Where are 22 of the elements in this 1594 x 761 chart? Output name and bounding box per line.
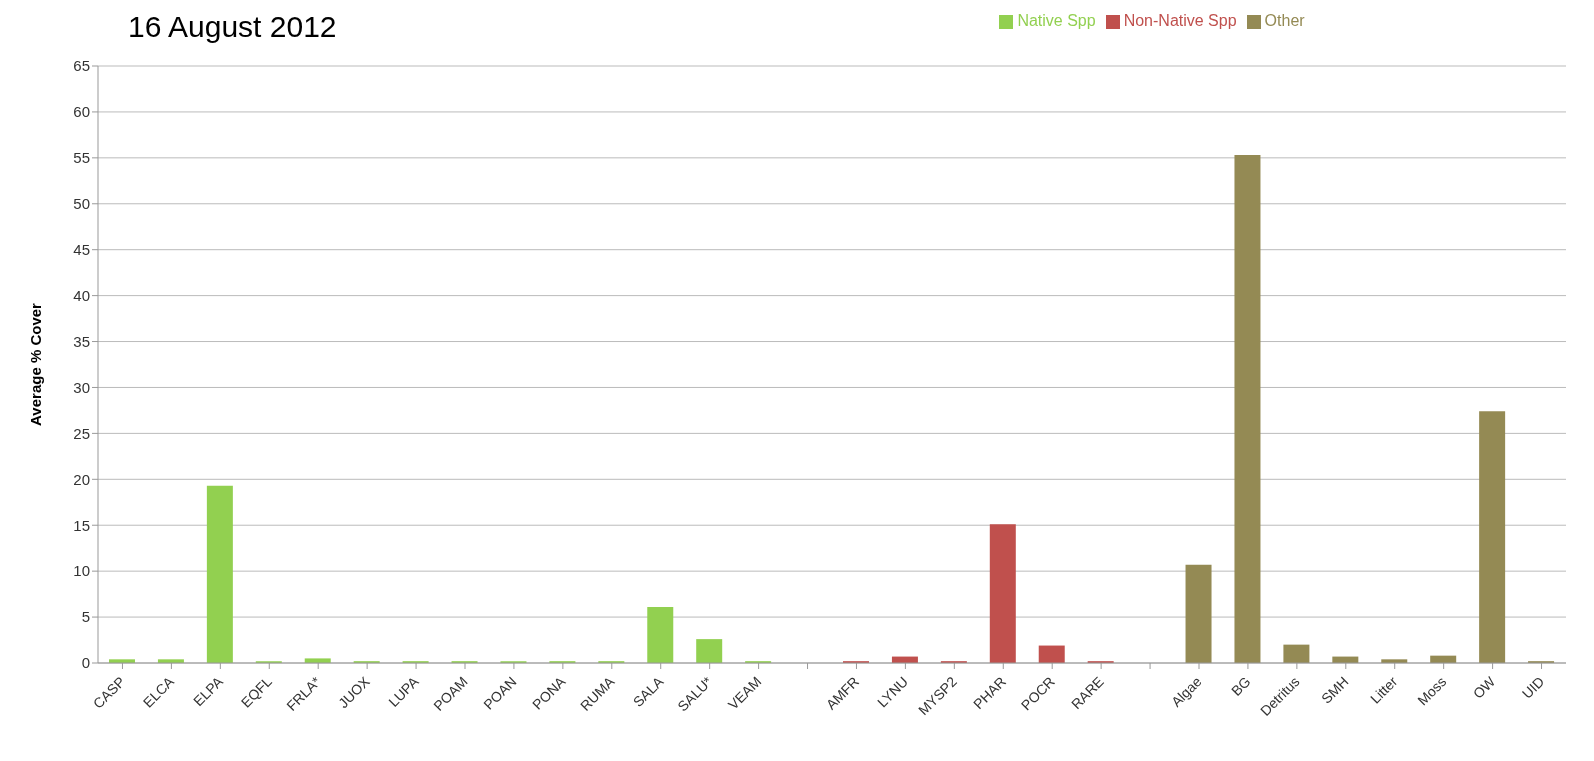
x-tick-label: BG xyxy=(1227,673,1254,699)
y-tick-label: 20 xyxy=(73,470,90,488)
y-tick-label: 5 xyxy=(81,608,90,626)
y-tick-label: 60 xyxy=(73,103,90,121)
y-tick-label: 40 xyxy=(73,286,90,304)
x-tick-label: OW xyxy=(1469,672,1499,702)
legend-label: Other xyxy=(1264,12,1305,29)
y-tick-label: 55 xyxy=(73,149,90,167)
y-tick-label: 15 xyxy=(73,516,90,534)
y-tick-label: 25 xyxy=(73,424,90,442)
chart-title: 16 August 2012 xyxy=(128,10,337,44)
legend-label: Native Spp xyxy=(1017,12,1096,29)
y-tick-label: 45 xyxy=(73,241,90,259)
y-tick-label: 0 xyxy=(81,654,90,672)
x-tick-label: UID xyxy=(1518,673,1548,702)
y-axis-title: Average % Cover xyxy=(27,302,45,426)
y-tick-label: 35 xyxy=(73,332,90,350)
y-tick-label: 30 xyxy=(73,378,90,396)
legend-label: Non-Native Spp xyxy=(1123,12,1237,29)
y-tick-label: 65 xyxy=(73,57,90,75)
y-tick-label: 10 xyxy=(73,562,90,580)
y-tick-label: 50 xyxy=(73,195,90,213)
